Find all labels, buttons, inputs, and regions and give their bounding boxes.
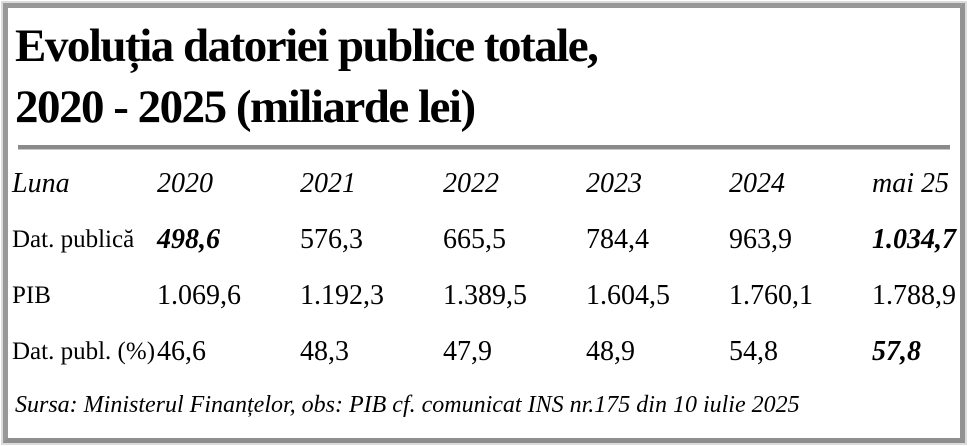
table-cell: 1.788,9 bbox=[872, 280, 956, 311]
column-header-2022: 2022 bbox=[443, 168, 499, 199]
table-cell: 48,9 bbox=[586, 336, 635, 367]
table-row-dat-publ-pct: Dat. publ. (%) 46,6 48,3 47,9 48,9 54,8 … bbox=[8, 324, 960, 380]
table-cell: 1.034,7 bbox=[872, 224, 956, 255]
row-label: Dat. publ. (%) bbox=[12, 338, 156, 365]
source-note: Sursa: Ministerul Finanțelor, obs: PIB c… bbox=[15, 391, 800, 418]
table-cell: 665,5 bbox=[443, 224, 506, 255]
table-cell: 963,9 bbox=[729, 224, 792, 255]
table-cell: 498,6 bbox=[157, 224, 220, 255]
column-header-2024: 2024 bbox=[729, 168, 785, 199]
column-header-2021: 2021 bbox=[300, 168, 356, 199]
chart-title-line-2: 2020 - 2025 (miliarde lei) bbox=[15, 81, 476, 133]
column-header-luna: Luna bbox=[12, 168, 70, 199]
table-cell: 1.604,5 bbox=[586, 280, 670, 311]
table-cell: 47,9 bbox=[443, 336, 492, 367]
column-header-2020: 2020 bbox=[157, 168, 213, 199]
data-table: Luna 2020 2021 2022 2023 2024 mai 25 Dat… bbox=[8, 156, 960, 380]
title-divider bbox=[18, 145, 950, 150]
table-cell: 1.389,5 bbox=[443, 280, 527, 311]
chart-title-line-1: Evoluția datoriei publice totale, bbox=[15, 20, 599, 72]
table-cell: 784,4 bbox=[586, 224, 649, 255]
table-cell: 576,3 bbox=[300, 224, 363, 255]
table-row-pib: PIB 1.069,6 1.192,3 1.389,5 1.604,5 1.76… bbox=[8, 268, 960, 324]
column-header-2023: 2023 bbox=[586, 168, 642, 199]
row-label: Dat. publică bbox=[12, 226, 135, 253]
table-cell: 1.069,6 bbox=[157, 280, 241, 311]
table-cell: 54,8 bbox=[729, 336, 778, 367]
row-label: PIB bbox=[12, 282, 51, 309]
table-cell: 1.192,3 bbox=[300, 280, 384, 311]
chart-title: Evoluția datoriei publice totale, 2020 -… bbox=[8, 8, 960, 138]
table-cell: 46,6 bbox=[157, 336, 206, 367]
table-row-dat-publica: Dat. publică 498,6 576,3 665,5 784,4 963… bbox=[8, 212, 960, 268]
table-cell: 57,8 bbox=[872, 336, 921, 367]
table-header-row: Luna 2020 2021 2022 2023 2024 mai 25 bbox=[8, 156, 960, 212]
column-header-mai-25: mai 25 bbox=[872, 168, 949, 199]
table-cell: 1.760,1 bbox=[729, 280, 813, 311]
table-cell: 48,3 bbox=[300, 336, 349, 367]
